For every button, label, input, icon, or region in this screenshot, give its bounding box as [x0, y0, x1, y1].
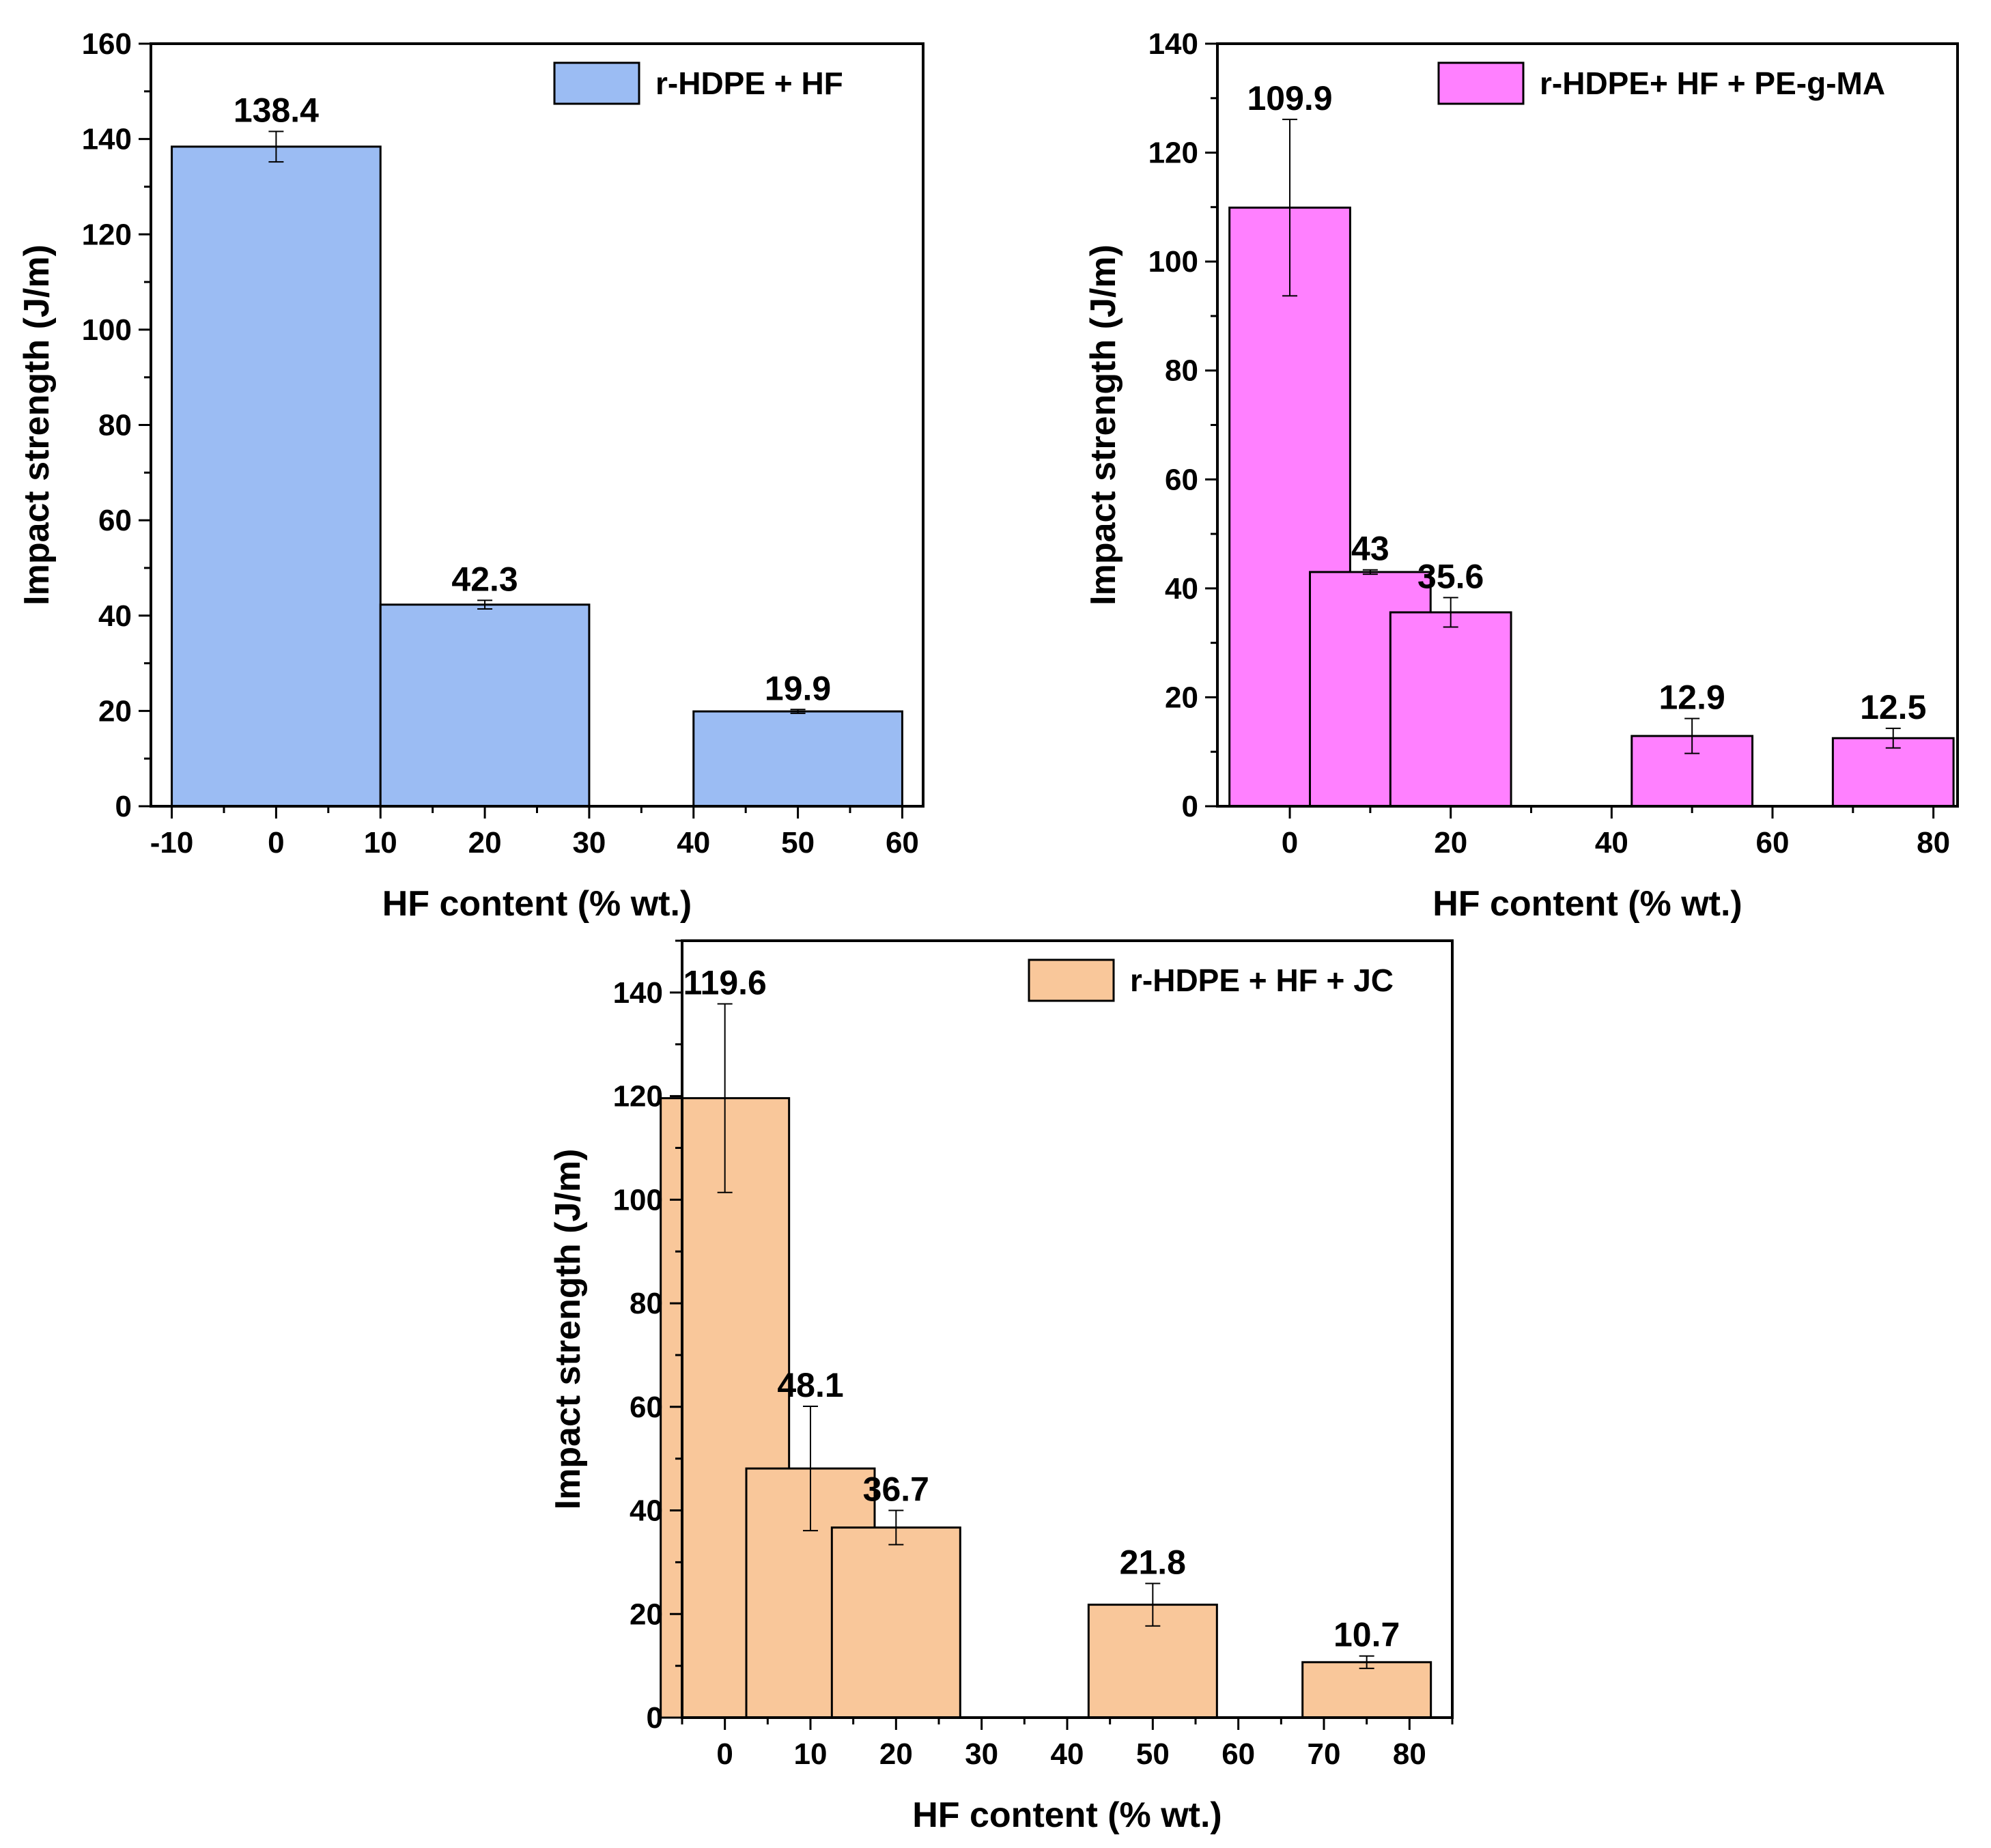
- x-tick-label: 10: [794, 1737, 828, 1771]
- data-label: 36.7: [863, 1470, 929, 1509]
- y-tick-label: 100: [1148, 245, 1198, 279]
- legend-label: r-HDPE+ HF + PE-g-MA: [1540, 66, 1885, 101]
- data-label: 21.8: [1120, 1544, 1186, 1582]
- y-tick-label: 100: [613, 1183, 663, 1217]
- data-label: 48.1: [777, 1366, 843, 1404]
- y-tick-label: 80: [1165, 354, 1198, 388]
- x-tick-label: 40: [677, 826, 710, 859]
- x-tick-label: 40: [1051, 1737, 1084, 1771]
- y-tick-label: 160: [82, 27, 132, 61]
- y-tick-label: 20: [630, 1597, 663, 1631]
- data-label: 35.6: [1417, 557, 1484, 595]
- x-tick-label: 40: [1595, 826, 1628, 859]
- y-tick-label: 20: [1165, 681, 1198, 714]
- x-tick-label: 10: [364, 826, 397, 859]
- x-tick-label: 20: [468, 826, 502, 859]
- y-tick-label: 60: [98, 504, 132, 537]
- y-tick-label: 0: [115, 790, 132, 823]
- y-axis-title: Impact strength (J/m): [17, 244, 57, 606]
- y-tick-label: 120: [82, 218, 132, 251]
- x-tick-label: 30: [965, 1737, 998, 1771]
- x-tick-label: 50: [781, 826, 815, 859]
- legend-swatch: [1028, 958, 1115, 1002]
- legend: r-HDPE+ HF + PE-g-MA: [1437, 61, 1885, 105]
- bar: [692, 710, 903, 808]
- y-tick-label: 40: [630, 1494, 663, 1528]
- y-tick-label: 60: [630, 1391, 663, 1424]
- x-axis-title: HF content (% wt.): [1432, 884, 1742, 924]
- legend-swatch: [1437, 61, 1525, 105]
- y-tick-label: 100: [82, 313, 132, 347]
- data-label: 43: [1351, 530, 1389, 568]
- x-tick-label: 0: [1282, 826, 1298, 859]
- legend-label: r-HDPE + HF + JC: [1130, 963, 1394, 998]
- data-label: 42.3: [451, 560, 518, 598]
- x-tick-label: 0: [716, 1737, 733, 1771]
- y-tick-label: 120: [613, 1080, 663, 1113]
- y-axis-title: Impact strength (J/m): [1084, 244, 1123, 606]
- y-tick-label: 20: [98, 694, 132, 728]
- x-tick-label: 60: [886, 826, 919, 859]
- data-label: 109.9: [1247, 79, 1332, 117]
- y-tick-label: 60: [1165, 463, 1198, 496]
- x-tick-label: 80: [1917, 826, 1950, 859]
- y-tick-label: 0: [1182, 790, 1198, 823]
- x-tick-label: 20: [1434, 826, 1467, 859]
- bar: [171, 145, 382, 808]
- bar: [830, 1526, 961, 1719]
- legend: r-HDPE + HF: [553, 61, 843, 105]
- legend: r-HDPE + HF + JC: [1028, 958, 1394, 1002]
- data-label: 10.7: [1333, 1616, 1400, 1654]
- data-label: 119.6: [683, 964, 766, 1002]
- data-label: 12.9: [1659, 679, 1725, 717]
- y-tick-label: 40: [1165, 572, 1198, 606]
- x-tick-label: 70: [1308, 1737, 1341, 1771]
- bar: [379, 603, 591, 808]
- data-label: 19.9: [765, 669, 831, 707]
- x-tick-label: -10: [150, 826, 194, 859]
- bar: [1389, 611, 1512, 808]
- y-tick-label: 140: [1148, 27, 1198, 61]
- y-tick-label: 140: [82, 123, 132, 156]
- y-tick-label: 40: [98, 599, 132, 633]
- x-tick-label: 80: [1393, 1737, 1426, 1771]
- x-axis-title: HF content (% wt.): [382, 884, 692, 924]
- x-tick-label: 30: [572, 826, 606, 859]
- chart-1: 138.4 42.3 19.9 0 20 40 60 80 100 120 140 160 -10 0 10…: [17, 27, 924, 924]
- y-tick-label: 80: [630, 1287, 663, 1320]
- x-tick-label: 60: [1756, 826, 1790, 859]
- y-tick-label: 0: [647, 1701, 663, 1735]
- chart-2: 109.9 43 35.6 12.9 12.5 0 20 40 60 80 100 120 140 0 20…: [1084, 27, 1959, 924]
- legend-swatch: [553, 61, 640, 105]
- data-label: 138.4: [234, 91, 319, 129]
- x-tick-label: 0: [268, 826, 284, 859]
- y-axis-title: Impact strength (J/m): [548, 1149, 588, 1510]
- data-label: 12.5: [1860, 688, 1926, 726]
- y-tick-label: 120: [1148, 137, 1198, 170]
- x-tick-label: 50: [1136, 1737, 1170, 1771]
- y-tick-label: 140: [613, 976, 663, 1010]
- bar: [1831, 737, 1955, 808]
- legend-label: r-HDPE + HF: [655, 66, 843, 101]
- bar: [1301, 1661, 1432, 1719]
- x-axis-title: HF content (% wt.): [912, 1795, 1222, 1835]
- chart-3: 119.6 48.1 36.7 21.8 10.7 0 20 40 60 80 100 120 140 0…: [548, 939, 1454, 1835]
- x-tick-label: 20: [879, 1737, 913, 1771]
- y-tick-label: 80: [98, 409, 132, 442]
- x-tick-label: 60: [1222, 1737, 1255, 1771]
